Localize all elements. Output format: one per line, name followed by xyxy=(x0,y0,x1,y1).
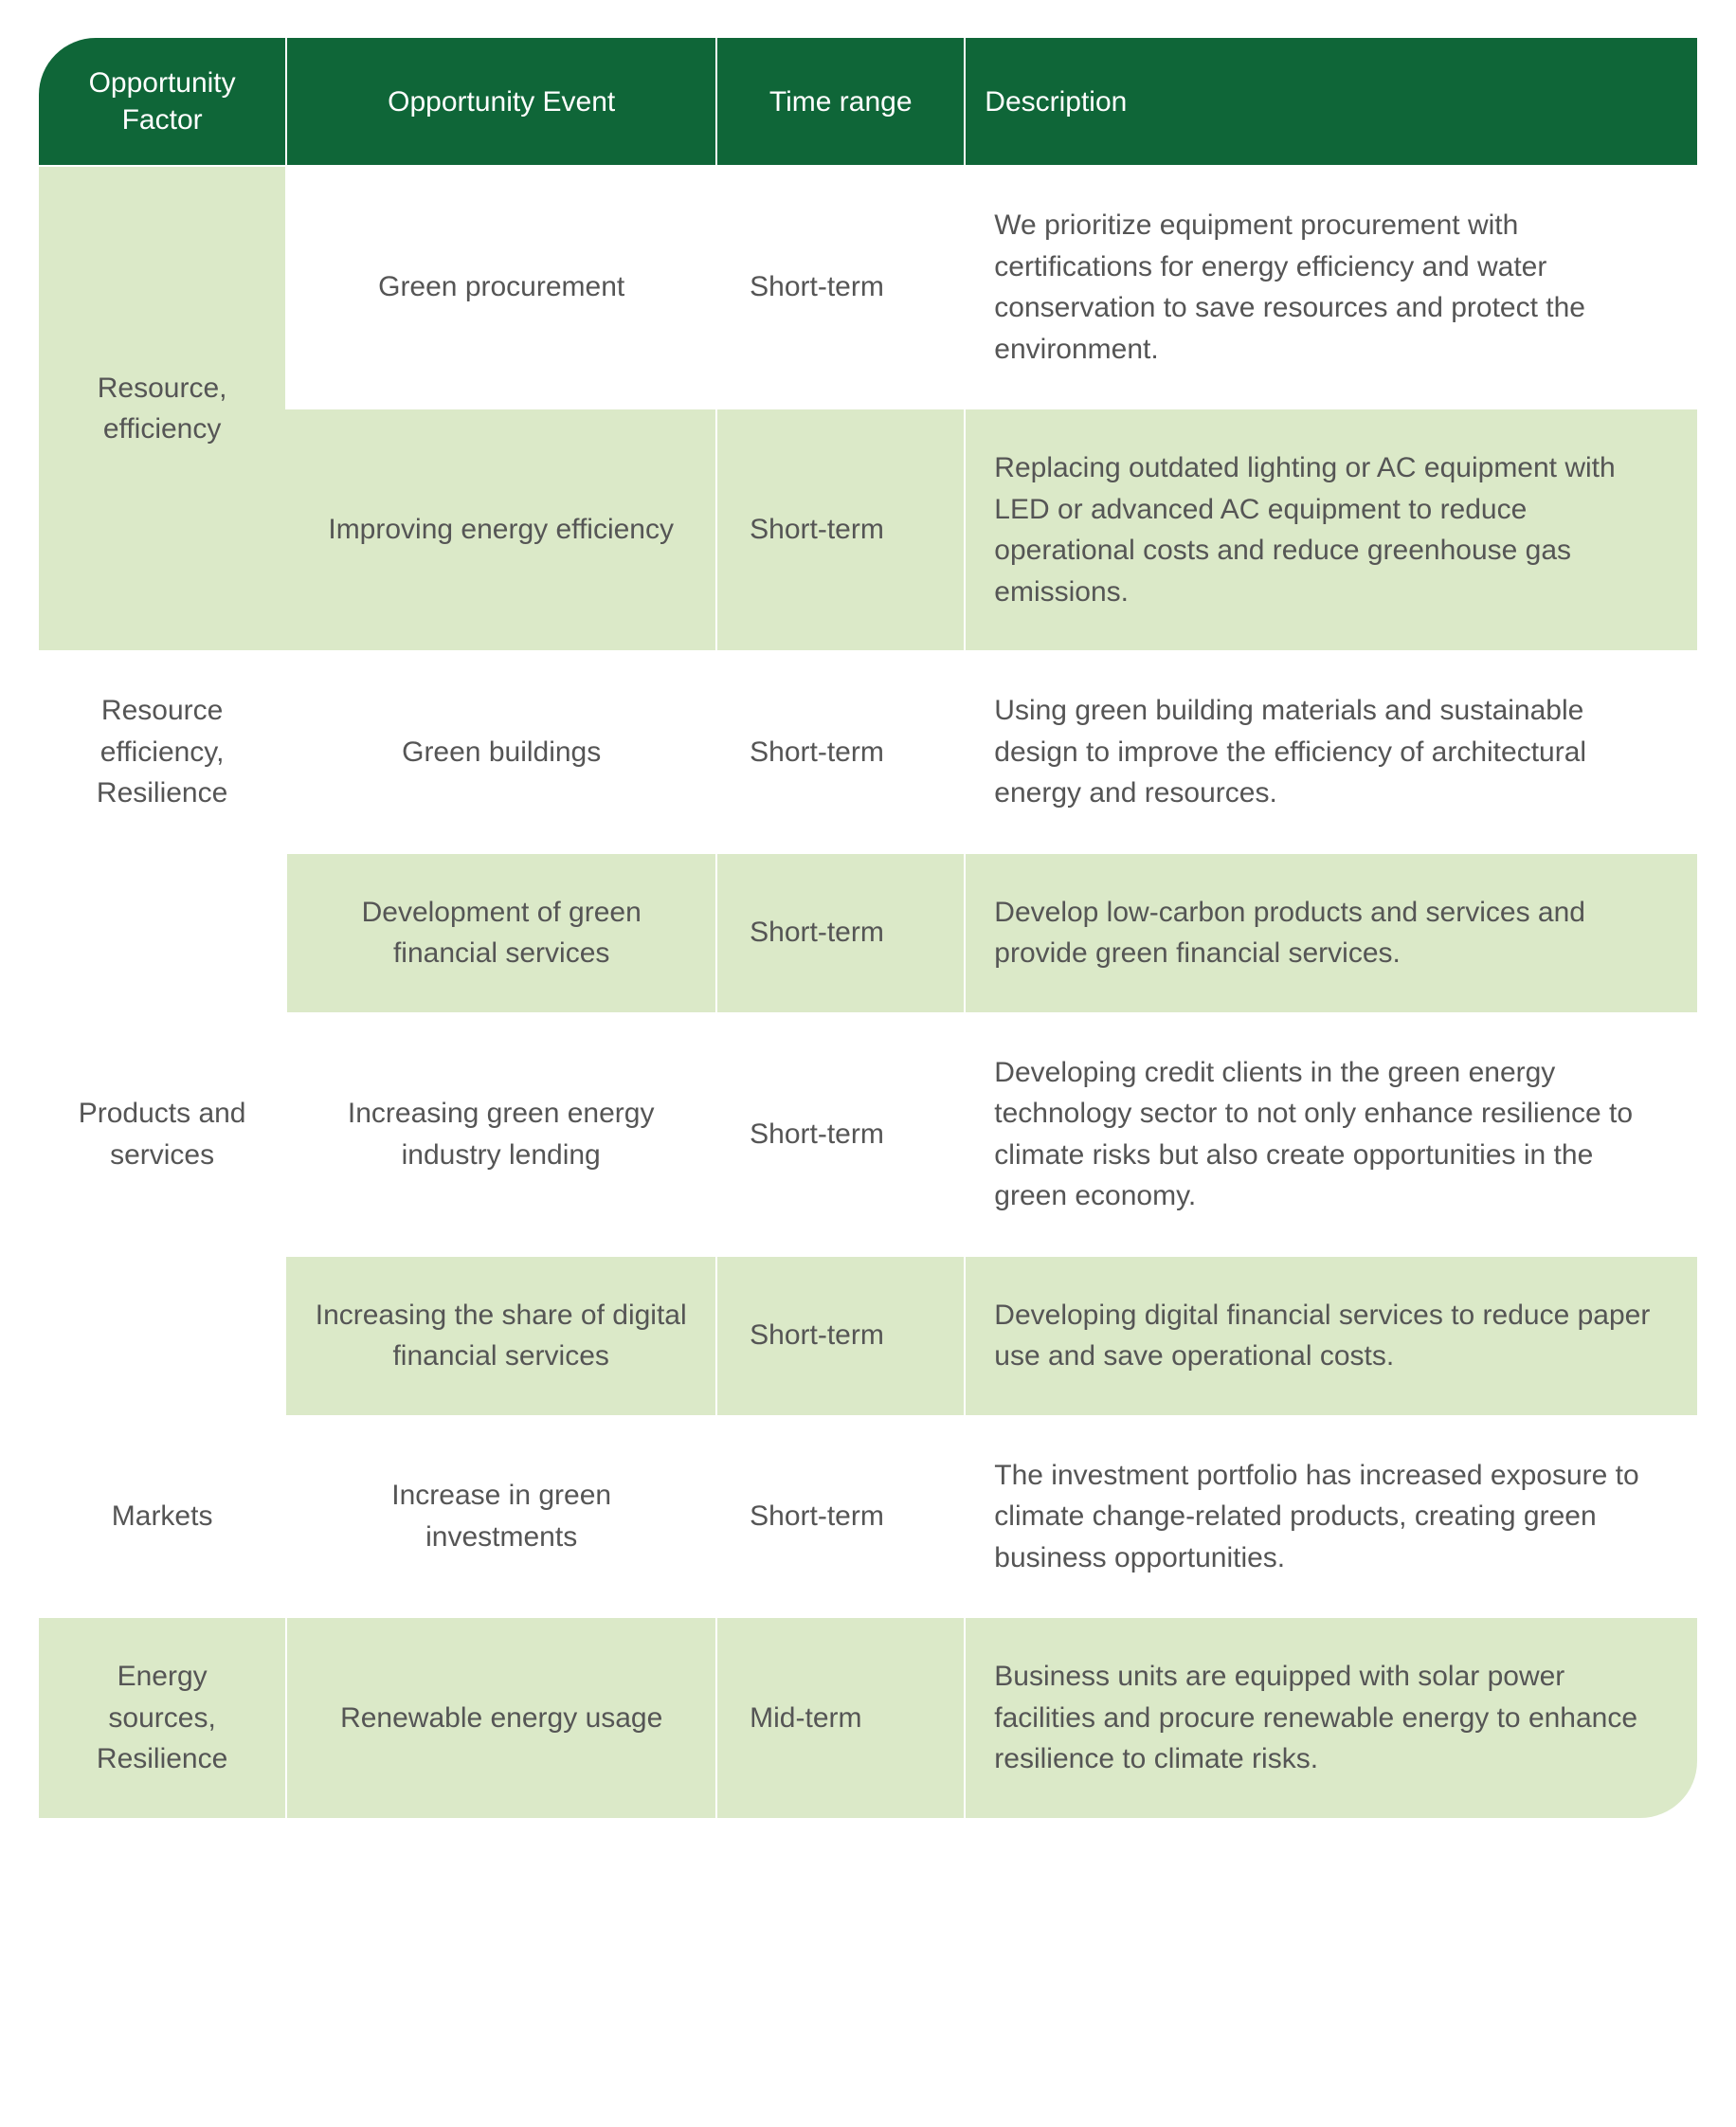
cell-desc: We prioritize equipment procurement with… xyxy=(965,166,1697,409)
opportunity-table: Opportunity Factor Opportunity Event Tim… xyxy=(39,38,1697,1818)
cell-desc: Developing credit clients in the green e… xyxy=(965,1013,1697,1256)
cell-desc: The investment portfolio has increased e… xyxy=(965,1416,1697,1618)
cell-desc: Developing digital financial services to… xyxy=(965,1256,1697,1416)
header-event: Opportunity Event xyxy=(286,38,716,166)
table-row: Increasing the share of digital financia… xyxy=(39,1256,1697,1416)
cell-desc: Develop low-carbon products and services… xyxy=(965,853,1697,1013)
cell-time: Short-term xyxy=(716,1013,965,1256)
cell-time: Short-term xyxy=(716,1256,965,1416)
table-row: Products and servicesDevelopment of gree… xyxy=(39,853,1697,1013)
cell-factor: Energy sources, Resilience xyxy=(39,1617,286,1818)
cell-event: Green procurement xyxy=(286,166,716,409)
opportunity-table-container: Opportunity Factor Opportunity Event Tim… xyxy=(39,38,1697,1818)
cell-event: Development of green financial services xyxy=(286,853,716,1013)
cell-desc: Business units are equipped with solar p… xyxy=(965,1617,1697,1818)
cell-time: Short-term xyxy=(716,853,965,1013)
table-row: Resource efficiency, ResilienceGreen bui… xyxy=(39,651,1697,853)
cell-time: Short-term xyxy=(716,651,965,853)
table-row: Resource, efficiencyGreen procurementSho… xyxy=(39,166,1697,409)
table-header: Opportunity Factor Opportunity Event Tim… xyxy=(39,38,1697,166)
cell-time: Short-term xyxy=(716,1416,965,1618)
table-row: Improving energy efficiencyShort-termRep… xyxy=(39,409,1697,651)
cell-time: Short-term xyxy=(716,409,965,651)
cell-time: Short-term xyxy=(716,166,965,409)
cell-event: Increasing the share of digital financia… xyxy=(286,1256,716,1416)
table-row: MarketsIncrease in green investmentsShor… xyxy=(39,1416,1697,1618)
header-factor: Opportunity Factor xyxy=(39,38,286,166)
table-row: Energy sources, ResilienceRenewable ener… xyxy=(39,1617,1697,1818)
cell-event: Renewable energy usage xyxy=(286,1617,716,1818)
cell-factor: Markets xyxy=(39,1416,286,1618)
cell-time: Mid-term xyxy=(716,1617,965,1818)
cell-event: Green buildings xyxy=(286,651,716,853)
table-body: Resource, efficiencyGreen procurementSho… xyxy=(39,166,1697,1818)
cell-factor: Resource, efficiency xyxy=(39,166,286,651)
cell-desc: Using green building materials and susta… xyxy=(965,651,1697,853)
cell-event: Increase in green investments xyxy=(286,1416,716,1618)
table-row: Increasing green energy industry lending… xyxy=(39,1013,1697,1256)
cell-event: Improving energy efficiency xyxy=(286,409,716,651)
header-desc: Description xyxy=(965,38,1697,166)
header-time: Time range xyxy=(716,38,965,166)
cell-event: Increasing green energy industry lending xyxy=(286,1013,716,1256)
cell-desc: Replacing outdated lighting or AC equipm… xyxy=(965,409,1697,651)
cell-factor: Products and services xyxy=(39,853,286,1416)
cell-factor: Resource efficiency, Resilience xyxy=(39,651,286,853)
